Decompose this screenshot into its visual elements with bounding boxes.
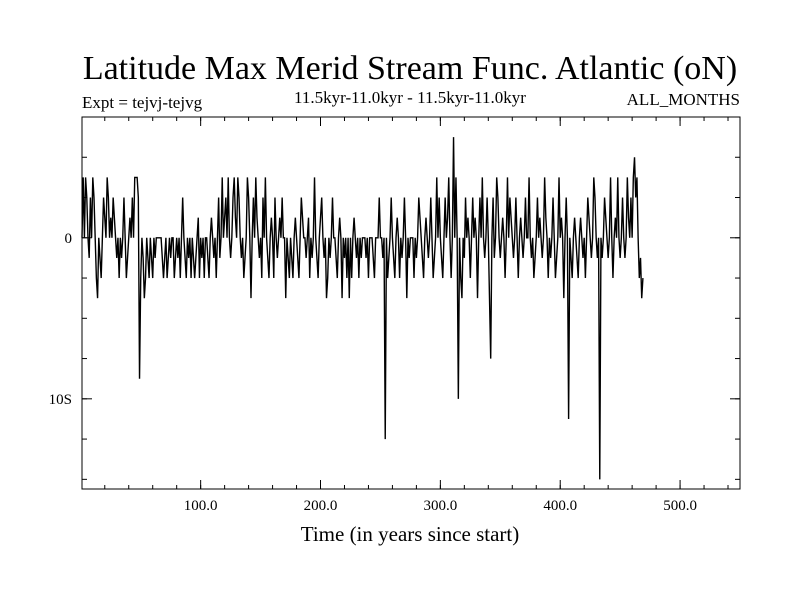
plot-frame (81, 116, 741, 490)
x-tick-label: 100.0 (184, 498, 218, 514)
period-label: 11.5kyr-11.0kyr - 11.5kyr-11.0kyr (294, 88, 526, 107)
x-tick-label: 500.0 (663, 498, 697, 514)
chart-title: Latitude Max Merid Stream Func. Atlantic… (83, 50, 737, 87)
x-axis-label: Time (in years since start) (301, 522, 520, 546)
x-tick-label: 200.0 (304, 498, 338, 514)
y-tick-label: 0 (65, 231, 73, 247)
x-tick-label: 400.0 (543, 498, 577, 514)
y-tick-label: 10S (49, 392, 72, 408)
series-line (81, 137, 644, 480)
tick-labels: 100.0 200.0 300.0 400.0 500.0 0 10S (49, 231, 697, 514)
axis-ticks (82, 116, 740, 489)
x-tick-label: 300.0 (423, 498, 457, 514)
experiment-label: Expt = tejvj-tejvg (82, 93, 203, 112)
months-label: ALL_MONTHS (627, 90, 740, 109)
